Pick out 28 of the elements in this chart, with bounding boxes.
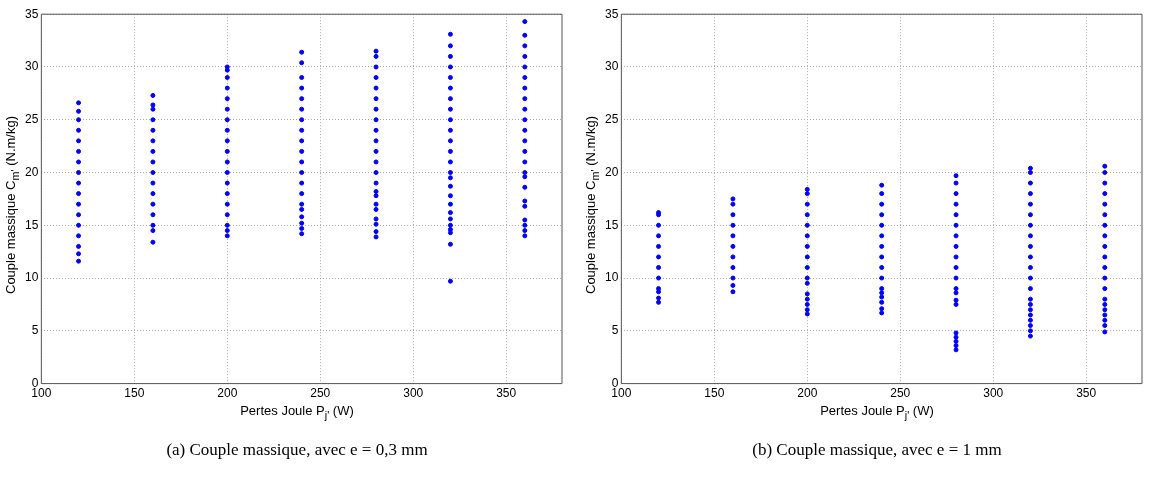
y-tick-label: 25 — [604, 112, 619, 127]
x-tick-label: 350 — [1076, 386, 1097, 401]
y-tick-label: 15 — [604, 217, 619, 232]
x-tick-label: 250 — [310, 386, 331, 401]
y-tick-label: 15 — [24, 217, 39, 232]
y-tick-label: 10 — [24, 270, 39, 285]
x-tick-label: 350 — [496, 386, 517, 401]
x-tick-label: 300 — [403, 386, 424, 401]
x-tick-label: 250 — [890, 386, 911, 401]
y-tick-label: 35 — [24, 6, 39, 21]
y-tick-label: 30 — [604, 59, 619, 74]
x-tick-label: 150 — [704, 386, 725, 401]
y-tick-label: 20 — [604, 164, 619, 179]
x-axis-title: Pertes Joule P$_{j'}$ (W) — [239, 403, 355, 421]
y-tick-label: 5 — [611, 323, 619, 338]
y-tick-label: 20 — [24, 164, 39, 179]
x-axis-title: Pertes Joule P$_{j'}$ (W) — [819, 403, 935, 421]
text: (a) Couple massique, avec e = 0,3 mm — [165, 440, 429, 460]
x-tick-label: 200 — [217, 386, 238, 401]
y-tick-label: 35 — [604, 6, 619, 21]
y-tick-label: 30 — [24, 59, 39, 74]
x-tick-label: 300 — [983, 386, 1004, 401]
x-tick-label: 150 — [124, 386, 145, 401]
y-tick-label: 5 — [31, 323, 39, 338]
text: (b) Couple massique, avec e = 1 mm — [751, 440, 1003, 460]
y-tick-label: 10 — [604, 270, 619, 285]
x-tick-label: 200 — [797, 386, 818, 401]
y-tick-label: 25 — [24, 112, 39, 127]
